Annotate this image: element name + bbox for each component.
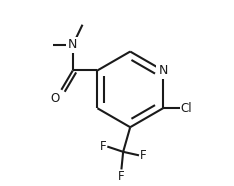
Text: Cl: Cl bbox=[181, 102, 192, 115]
Text: N: N bbox=[158, 64, 168, 77]
Text: F: F bbox=[140, 149, 147, 162]
Text: O: O bbox=[51, 92, 60, 105]
Text: F: F bbox=[118, 170, 125, 183]
Text: F: F bbox=[100, 140, 106, 153]
Text: N: N bbox=[68, 39, 77, 52]
